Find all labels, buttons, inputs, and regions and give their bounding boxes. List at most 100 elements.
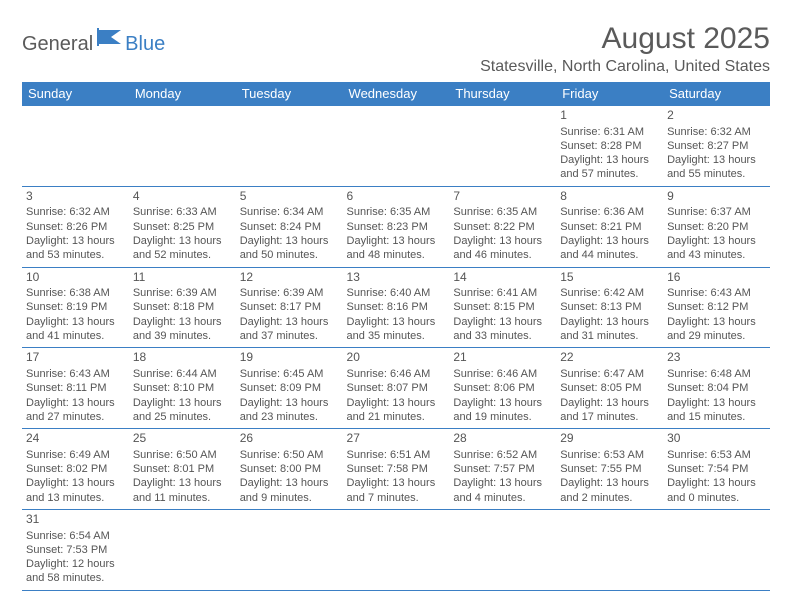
calendar-empty-cell [663, 509, 770, 590]
day-number: 20 [347, 350, 446, 366]
col-friday: Friday [556, 82, 663, 106]
sunrise-line: Sunrise: 6:42 AM [560, 286, 659, 300]
sunrise-line: Sunrise: 6:38 AM [26, 286, 125, 300]
sunset-line: Sunset: 8:13 PM [560, 300, 659, 314]
day-number: 4 [133, 189, 232, 205]
daylight-line: Daylight: 13 hours and 33 minutes. [453, 315, 552, 344]
day-number: 6 [347, 189, 446, 205]
daylight-line: Daylight: 13 hours and 13 minutes. [26, 476, 125, 505]
flag-icon [97, 28, 123, 51]
day-number: 1 [560, 108, 659, 124]
sunset-line: Sunset: 8:06 PM [453, 381, 552, 395]
calendar-empty-cell [236, 509, 343, 590]
calendar-day-cell: 5Sunrise: 6:34 AMSunset: 8:24 PMDaylight… [236, 186, 343, 267]
calendar-day-cell: 19Sunrise: 6:45 AMSunset: 8:09 PMDayligh… [236, 348, 343, 429]
day-number: 13 [347, 270, 446, 286]
calendar-empty-cell [343, 106, 450, 187]
col-thursday: Thursday [449, 82, 556, 106]
logo-text-general: General [22, 33, 93, 56]
calendar-day-cell: 28Sunrise: 6:52 AMSunset: 7:57 PMDayligh… [449, 429, 556, 510]
day-number: 3 [26, 189, 125, 205]
daylight-line: Daylight: 13 hours and 48 minutes. [347, 234, 446, 263]
sunset-line: Sunset: 8:10 PM [133, 381, 232, 395]
calendar-empty-cell [129, 509, 236, 590]
day-number: 23 [667, 350, 766, 366]
sunset-line: Sunset: 8:24 PM [240, 220, 339, 234]
day-number: 24 [26, 431, 125, 447]
calendar-day-cell: 9Sunrise: 6:37 AMSunset: 8:20 PMDaylight… [663, 186, 770, 267]
calendar-day-cell: 2Sunrise: 6:32 AMSunset: 8:27 PMDaylight… [663, 106, 770, 187]
sunrise-line: Sunrise: 6:37 AM [667, 205, 766, 219]
logo-text-blue: Blue [125, 33, 165, 56]
sunset-line: Sunset: 8:02 PM [26, 462, 125, 476]
daylight-line: Daylight: 13 hours and 53 minutes. [26, 234, 125, 263]
sunset-line: Sunset: 8:00 PM [240, 462, 339, 476]
logo: General Blue [22, 22, 165, 61]
header: General Blue August 2025 Statesville, No… [22, 22, 770, 76]
sunset-line: Sunset: 8:23 PM [347, 220, 446, 234]
calendar-day-cell: 8Sunrise: 6:36 AMSunset: 8:21 PMDaylight… [556, 186, 663, 267]
calendar-empty-cell [449, 106, 556, 187]
daylight-line: Daylight: 13 hours and 50 minutes. [240, 234, 339, 263]
calendar-day-cell: 16Sunrise: 6:43 AMSunset: 8:12 PMDayligh… [663, 267, 770, 348]
sunrise-line: Sunrise: 6:34 AM [240, 205, 339, 219]
sunrise-line: Sunrise: 6:46 AM [347, 367, 446, 381]
calendar-week-row: 1Sunrise: 6:31 AMSunset: 8:28 PMDaylight… [22, 106, 770, 187]
sunrise-line: Sunrise: 6:53 AM [560, 448, 659, 462]
col-wednesday: Wednesday [343, 82, 450, 106]
daylight-line: Daylight: 13 hours and 46 minutes. [453, 234, 552, 263]
sunrise-line: Sunrise: 6:31 AM [560, 125, 659, 139]
daylight-line: Daylight: 13 hours and 35 minutes. [347, 315, 446, 344]
sunset-line: Sunset: 8:20 PM [667, 220, 766, 234]
sunset-line: Sunset: 8:18 PM [133, 300, 232, 314]
day-number: 15 [560, 270, 659, 286]
calendar-day-cell: 6Sunrise: 6:35 AMSunset: 8:23 PMDaylight… [343, 186, 450, 267]
calendar-day-cell: 29Sunrise: 6:53 AMSunset: 7:55 PMDayligh… [556, 429, 663, 510]
sunrise-line: Sunrise: 6:32 AM [667, 125, 766, 139]
day-header-row: Sunday Monday Tuesday Wednesday Thursday… [22, 82, 770, 106]
daylight-line: Daylight: 13 hours and 29 minutes. [667, 315, 766, 344]
sunset-line: Sunset: 8:27 PM [667, 139, 766, 153]
calendar-day-cell: 25Sunrise: 6:50 AMSunset: 8:01 PMDayligh… [129, 429, 236, 510]
daylight-line: Daylight: 13 hours and 31 minutes. [560, 315, 659, 344]
calendar-day-cell: 11Sunrise: 6:39 AMSunset: 8:18 PMDayligh… [129, 267, 236, 348]
location-subtitle: Statesville, North Carolina, United Stat… [480, 58, 770, 76]
calendar-day-cell: 1Sunrise: 6:31 AMSunset: 8:28 PMDaylight… [556, 106, 663, 187]
day-number: 17 [26, 350, 125, 366]
day-number: 14 [453, 270, 552, 286]
daylight-line: Daylight: 13 hours and 43 minutes. [667, 234, 766, 263]
sunset-line: Sunset: 8:22 PM [453, 220, 552, 234]
sunset-line: Sunset: 7:57 PM [453, 462, 552, 476]
daylight-line: Daylight: 13 hours and 11 minutes. [133, 476, 232, 505]
sunset-line: Sunset: 7:58 PM [347, 462, 446, 476]
day-number: 19 [240, 350, 339, 366]
sunrise-line: Sunrise: 6:43 AM [667, 286, 766, 300]
sunrise-line: Sunrise: 6:44 AM [133, 367, 232, 381]
day-number: 28 [453, 431, 552, 447]
day-number: 31 [26, 512, 125, 528]
calendar-day-cell: 22Sunrise: 6:47 AMSunset: 8:05 PMDayligh… [556, 348, 663, 429]
calendar-day-cell: 20Sunrise: 6:46 AMSunset: 8:07 PMDayligh… [343, 348, 450, 429]
daylight-line: Daylight: 13 hours and 15 minutes. [667, 396, 766, 425]
calendar-empty-cell [22, 106, 129, 187]
sunset-line: Sunset: 8:25 PM [133, 220, 232, 234]
daylight-line: Daylight: 13 hours and 39 minutes. [133, 315, 232, 344]
daylight-line: Daylight: 13 hours and 2 minutes. [560, 476, 659, 505]
calendar-day-cell: 18Sunrise: 6:44 AMSunset: 8:10 PMDayligh… [129, 348, 236, 429]
day-number: 27 [347, 431, 446, 447]
daylight-line: Daylight: 13 hours and 19 minutes. [453, 396, 552, 425]
sunset-line: Sunset: 8:04 PM [667, 381, 766, 395]
sunset-line: Sunset: 8:05 PM [560, 381, 659, 395]
day-number: 5 [240, 189, 339, 205]
calendar-table: Sunday Monday Tuesday Wednesday Thursday… [22, 82, 770, 591]
page-title: August 2025 [480, 22, 770, 56]
sunrise-line: Sunrise: 6:52 AM [453, 448, 552, 462]
day-number: 30 [667, 431, 766, 447]
sunrise-line: Sunrise: 6:47 AM [560, 367, 659, 381]
day-number: 26 [240, 431, 339, 447]
sunrise-line: Sunrise: 6:36 AM [560, 205, 659, 219]
daylight-line: Daylight: 13 hours and 55 minutes. [667, 153, 766, 182]
sunrise-line: Sunrise: 6:53 AM [667, 448, 766, 462]
sunrise-line: Sunrise: 6:39 AM [133, 286, 232, 300]
day-number: 11 [133, 270, 232, 286]
